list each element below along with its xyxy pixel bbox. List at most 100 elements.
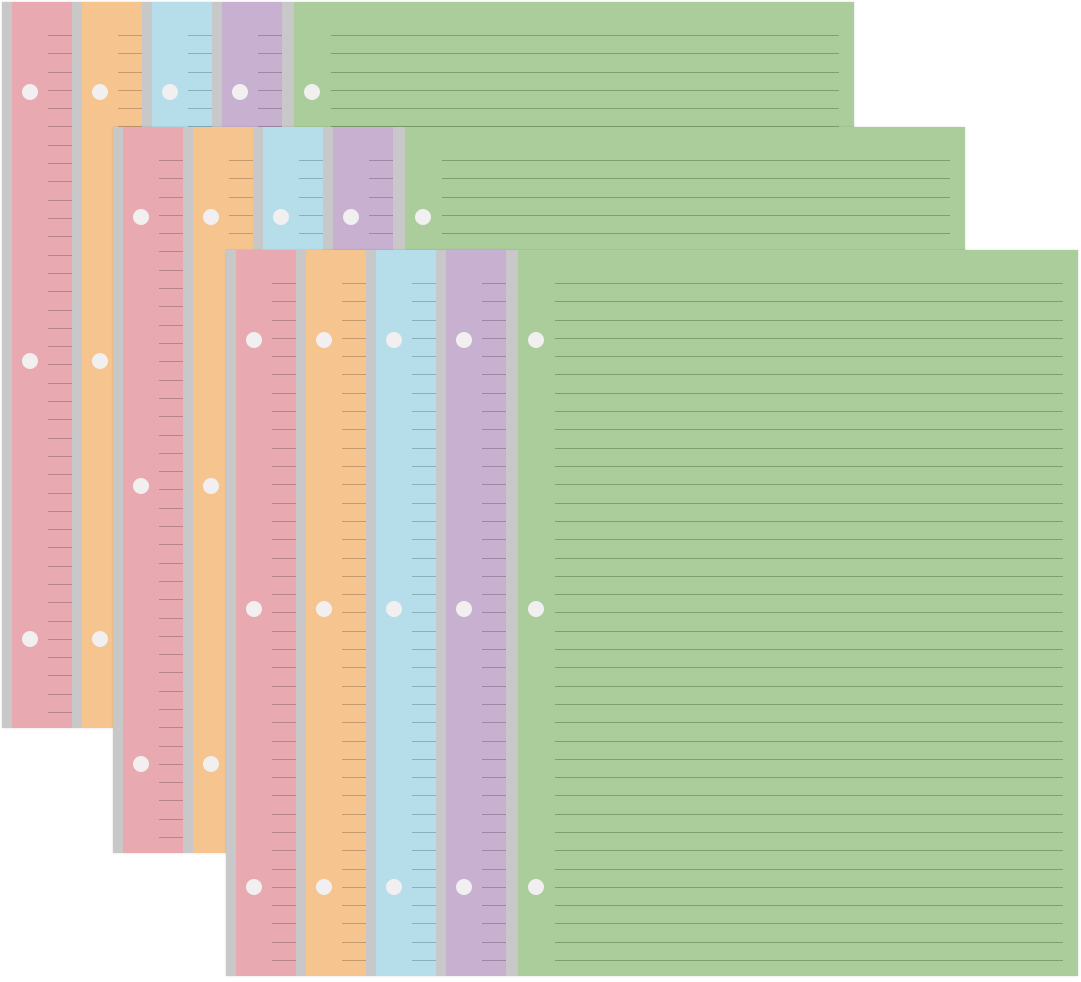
- rule-line: [48, 602, 72, 603]
- rule-line: [482, 411, 506, 412]
- rule-line: [555, 338, 1063, 339]
- rule-line: [272, 466, 296, 467]
- sheet-pink: [12, 2, 72, 728]
- rule-line: [412, 411, 436, 412]
- rule-line: [159, 435, 183, 436]
- rule-line: [118, 35, 142, 36]
- rule-line: [258, 35, 282, 36]
- rule-line: [342, 631, 366, 632]
- rule-line: [159, 471, 183, 472]
- rule-line: [272, 411, 296, 412]
- rule-line: [48, 383, 72, 384]
- rule-line: [159, 453, 183, 454]
- rule-line: [412, 448, 436, 449]
- rule-line: [369, 233, 393, 234]
- rule-line: [118, 126, 142, 127]
- rule-line: [555, 649, 1063, 650]
- punch-hole: [203, 209, 219, 225]
- punch-hole: [316, 879, 332, 895]
- rule-line: [272, 539, 296, 540]
- rule-line: [555, 539, 1063, 540]
- rule-line: [342, 503, 366, 504]
- rule-line: [159, 709, 183, 710]
- rule-line: [48, 584, 72, 585]
- rule-line: [331, 35, 839, 36]
- rule-line: [48, 53, 72, 54]
- rule-line: [342, 795, 366, 796]
- rule-line: [272, 503, 296, 504]
- rule-line: [48, 547, 72, 548]
- rule-line: [412, 503, 436, 504]
- rule-line: [342, 759, 366, 760]
- rule-line: [555, 887, 1063, 888]
- rule-line: [342, 466, 366, 467]
- rule-line: [555, 356, 1063, 357]
- rule-line: [482, 301, 506, 302]
- rule-line: [272, 594, 296, 595]
- rule-line: [48, 621, 72, 622]
- rule-line: [342, 374, 366, 375]
- rule-line: [272, 741, 296, 742]
- punch-hole: [386, 879, 402, 895]
- rule-line: [412, 686, 436, 687]
- rule-line: [482, 374, 506, 375]
- rule-line: [412, 338, 436, 339]
- paper-set: [226, 250, 1078, 976]
- rule-line: [272, 960, 296, 961]
- rule-line: [482, 338, 506, 339]
- rule-line: [48, 126, 72, 127]
- rule-line: [555, 960, 1063, 961]
- rule-line: [555, 631, 1063, 632]
- rule-line: [342, 576, 366, 577]
- rule-line: [48, 639, 72, 640]
- rule-line: [48, 181, 72, 182]
- rule-line: [48, 90, 72, 91]
- rule-line: [482, 905, 506, 906]
- punch-hole: [316, 332, 332, 348]
- punch-hole: [528, 332, 544, 348]
- rule-line: [159, 782, 183, 783]
- rule-line: [555, 814, 1063, 815]
- rule-line: [272, 429, 296, 430]
- rule-line: [482, 722, 506, 723]
- rule-line: [159, 691, 183, 692]
- rule-line: [159, 837, 183, 838]
- rule-line: [48, 419, 72, 420]
- rule-line: [412, 301, 436, 302]
- rule-line: [48, 694, 72, 695]
- rule-line: [258, 53, 282, 54]
- rule-line: [272, 667, 296, 668]
- rule-line: [48, 346, 72, 347]
- rule-line: [272, 759, 296, 760]
- rule-line: [412, 777, 436, 778]
- rule-line: [272, 374, 296, 375]
- rule-line: [331, 108, 839, 109]
- rule-line: [159, 398, 183, 399]
- rule-line: [331, 90, 839, 91]
- rule-line: [342, 667, 366, 668]
- rule-line: [159, 599, 183, 600]
- rule-line: [159, 215, 183, 216]
- rule-line: [412, 923, 436, 924]
- rule-line: [412, 320, 436, 321]
- rule-line: [159, 654, 183, 655]
- rule-line: [272, 704, 296, 705]
- rule-line: [48, 328, 72, 329]
- sheet-pink: [236, 250, 296, 976]
- rule-line: [412, 594, 436, 595]
- rule-line: [48, 218, 72, 219]
- rule-line: [48, 474, 72, 475]
- rule-line: [555, 301, 1063, 302]
- rule-line: [555, 320, 1063, 321]
- rule-line: [412, 649, 436, 650]
- rule-line: [342, 558, 366, 559]
- rule-line: [555, 759, 1063, 760]
- rule-line: [412, 558, 436, 559]
- rule-line: [188, 108, 212, 109]
- rule-line: [48, 438, 72, 439]
- rule-line: [342, 942, 366, 943]
- rule-line: [118, 53, 142, 54]
- rule-line: [229, 215, 253, 216]
- rule-line: [188, 53, 212, 54]
- rule-line: [482, 832, 506, 833]
